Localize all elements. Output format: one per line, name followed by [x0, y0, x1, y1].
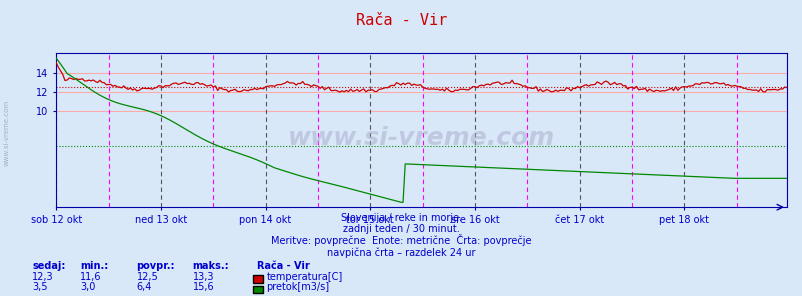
Text: www.si-vreme.com: www.si-vreme.com: [4, 100, 10, 166]
Text: 15,6: 15,6: [192, 282, 214, 292]
Text: www.si-vreme.com: www.si-vreme.com: [288, 126, 554, 150]
Text: Meritve: povprečne  Enote: metrične  Črta: povprečje: Meritve: povprečne Enote: metrične Črta:…: [271, 234, 531, 246]
Text: min.:: min.:: [80, 261, 108, 271]
Text: 11,6: 11,6: [80, 272, 102, 282]
Text: navpična črta – razdelek 24 ur: navpična črta – razdelek 24 ur: [327, 247, 475, 258]
Text: 6,4: 6,4: [136, 282, 152, 292]
Text: maks.:: maks.:: [192, 261, 229, 271]
Text: 12,5: 12,5: [136, 272, 158, 282]
Text: povpr.:: povpr.:: [136, 261, 175, 271]
Text: pretok[m3/s]: pretok[m3/s]: [266, 282, 330, 292]
Text: 12,3: 12,3: [32, 272, 54, 282]
Text: temperatura[C]: temperatura[C]: [266, 272, 342, 282]
Text: Rača - Vir: Rača - Vir: [257, 261, 310, 271]
Text: Slovenija / reke in morje.: Slovenija / reke in morje.: [341, 213, 461, 223]
Text: 3,0: 3,0: [80, 282, 95, 292]
Text: 3,5: 3,5: [32, 282, 47, 292]
Text: 13,3: 13,3: [192, 272, 214, 282]
Text: sedaj:: sedaj:: [32, 261, 66, 271]
Text: Rača - Vir: Rača - Vir: [355, 13, 447, 28]
Text: zadnji teden / 30 minut.: zadnji teden / 30 minut.: [342, 224, 460, 234]
